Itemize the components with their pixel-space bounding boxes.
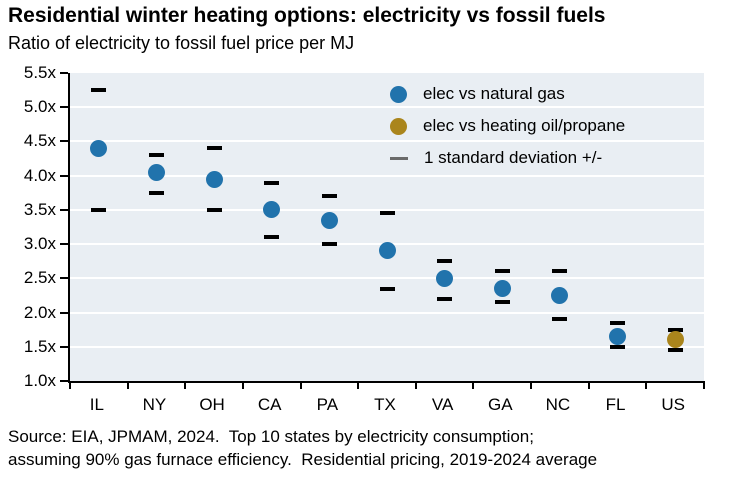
error-bar-low-NC — [552, 317, 568, 322]
error-bar-high-GA — [494, 269, 510, 274]
x-axis-label-NC: NC — [545, 395, 571, 414]
error-bar-high-OH — [206, 146, 222, 151]
error-bar-high-CA — [264, 180, 280, 185]
x-axis-label-US: US — [661, 395, 685, 414]
legend: elec vs natural gas elec vs heating oil/… — [390, 83, 625, 179]
error-bar-high-VA — [437, 259, 453, 264]
data-point-OH — [205, 170, 223, 188]
x-axis-label-GA: GA — [487, 395, 513, 414]
error-bar-low-FL — [610, 344, 626, 349]
x-axis-tick — [414, 381, 417, 389]
x-axis-label-NY: NY — [142, 395, 167, 414]
y-axis-tick — [60, 311, 68, 314]
error-bar-high-NY — [148, 153, 164, 158]
y-axis-tick — [60, 243, 68, 246]
legend-label-std-deviation: 1 standard deviation +/- — [424, 148, 603, 167]
std-deviation-dash-icon — [390, 156, 408, 160]
x-axis-tick — [126, 381, 129, 389]
x-axis-tick — [299, 381, 302, 389]
gridline — [70, 174, 704, 177]
data-point-FL — [609, 328, 627, 345]
error-bar-high-US — [667, 327, 683, 332]
x-axis-tick — [357, 381, 360, 389]
x-axis-label-OH: OH — [199, 395, 225, 414]
x-axis-label-FL: FL — [605, 395, 626, 414]
x-axis-label-CA: CA — [257, 395, 282, 414]
legend-item-std-deviation: 1 standard deviation +/- — [390, 147, 625, 169]
y-axis-tick — [60, 106, 68, 109]
legend-label-heating-oil: elec vs heating oil/propane — [423, 116, 626, 135]
y-tick-label: 1.0x — [23, 371, 56, 390]
y-tick-label: 5.5x — [23, 63, 56, 82]
x-axis-tick — [530, 381, 533, 389]
chart-subtitle: Ratio of electricity to fossil fuel pric… — [8, 33, 355, 53]
y-tick-label: 3.0x — [23, 234, 56, 254]
error-bar-high-PA — [321, 194, 337, 199]
data-point-NC — [551, 286, 569, 304]
error-bar-low-TX — [379, 286, 395, 291]
error-bar-low-GA — [494, 300, 510, 305]
y-axis-tick — [60, 72, 68, 74]
data-point-CA — [263, 201, 281, 219]
x-axis-tick — [241, 381, 244, 389]
gridline — [70, 208, 704, 211]
y-tick-label: 1.5x — [23, 336, 56, 356]
y-axis-tick — [60, 380, 68, 382]
error-bar-low-OH — [206, 207, 222, 212]
error-bar-low-PA — [321, 242, 337, 247]
x-axis-tick — [472, 381, 475, 389]
error-bar-high-TX — [379, 211, 395, 216]
x-axis-tick — [69, 381, 71, 389]
x-axis-label-TX: TX — [374, 395, 396, 414]
y-tick-label: 2.5x — [23, 268, 56, 288]
error-bar-low-VA — [437, 296, 453, 301]
error-bar-low-US — [667, 348, 683, 353]
data-point-US — [666, 331, 684, 349]
gridline — [70, 277, 704, 280]
data-point-TX — [378, 242, 396, 260]
x-axis-label-PA: PA — [316, 395, 339, 414]
legend-label-natural-gas: elec vs natural gas — [423, 84, 565, 103]
data-point-GA — [493, 280, 511, 298]
error-bar-high-FL — [610, 320, 626, 325]
y-tick-label: 5.0x — [23, 97, 56, 117]
x-axis-tick — [184, 381, 187, 389]
x-axis-label-IL: IL — [89, 395, 104, 414]
source-line-1: Source: EIA, JPMAM, 2024. Top 10 states … — [8, 427, 534, 446]
gridline — [70, 106, 704, 109]
error-bar-high-NC — [552, 269, 568, 274]
data-point-NY — [147, 163, 165, 181]
x-axis-label-VA: VA — [431, 395, 454, 414]
y-tick-label: 4.5x — [23, 131, 56, 151]
y-axis-tick — [60, 208, 68, 211]
y-tick-label: 2.0x — [23, 302, 56, 322]
gridline — [70, 311, 704, 314]
legend-item-natural-gas: elec vs natural gas — [390, 83, 625, 105]
y-tick-label: 4.0x — [23, 165, 56, 185]
error-bar-low-CA — [264, 235, 280, 240]
y-tick-label: 3.5x — [23, 199, 56, 219]
data-point-VA — [436, 269, 454, 287]
y-axis-tick — [60, 345, 68, 348]
y-axis-tick — [60, 140, 68, 143]
source-note: Source: EIA, JPMAM, 2024. Top 10 states … — [8, 425, 732, 471]
x-axis-tick — [587, 381, 590, 389]
y-axis-tick — [60, 277, 68, 280]
plot-area: elec vs natural gas elec vs heating oil/… — [60, 72, 705, 389]
heating-oil-marker-icon — [390, 117, 407, 135]
error-bar-low-IL — [91, 207, 107, 212]
x-axis-tick — [645, 381, 648, 389]
gridline — [70, 345, 704, 348]
error-bar-low-NY — [148, 190, 164, 195]
data-point-IL — [90, 139, 108, 157]
legend-item-heating-oil: elec vs heating oil/propane — [390, 115, 625, 137]
natural-gas-marker-icon — [390, 85, 407, 103]
y-axis-tick — [60, 174, 68, 177]
x-axis-tick — [703, 381, 705, 389]
source-line-2: assuming 90% gas furnace efficiency. Res… — [8, 450, 598, 469]
error-bar-high-IL — [91, 88, 107, 93]
chart-title: Residential winter heating options: elec… — [8, 4, 606, 27]
gridline — [70, 140, 704, 143]
data-point-PA — [320, 211, 338, 229]
